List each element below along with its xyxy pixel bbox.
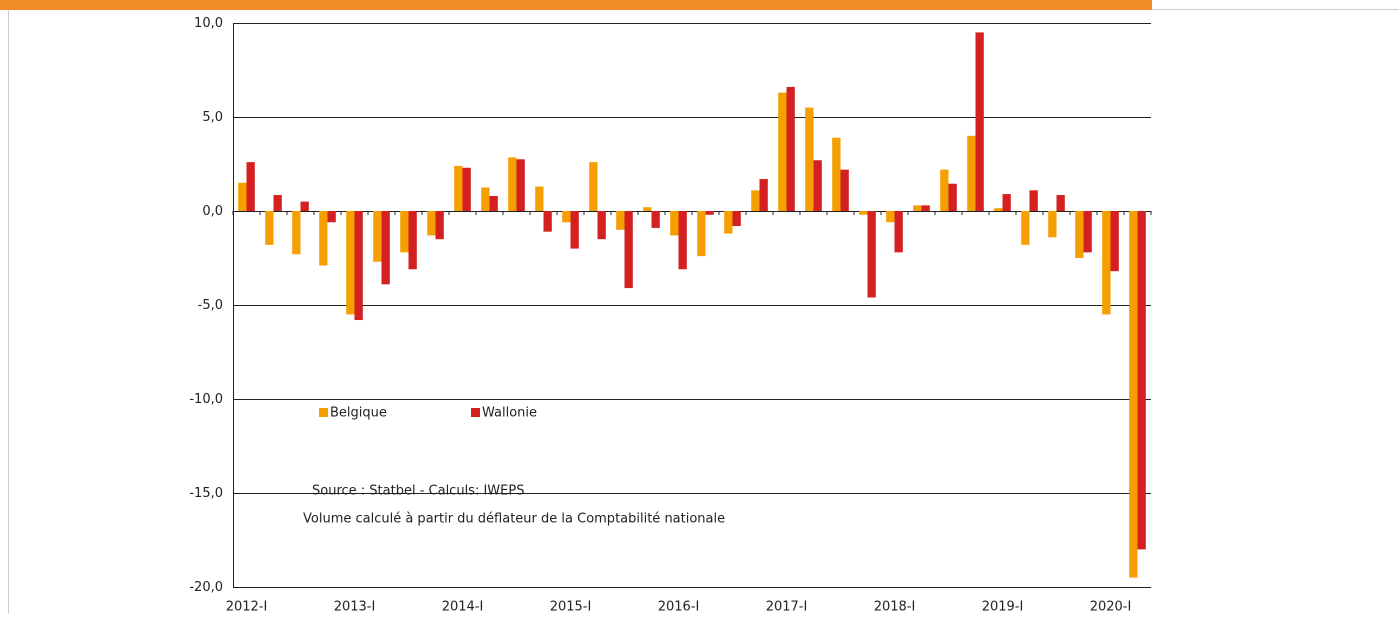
bar — [327, 211, 336, 223]
x-tick-label: 2015-I — [550, 600, 592, 615]
x-tick-label: 2014-I — [442, 600, 484, 615]
bar — [562, 211, 571, 223]
bar — [913, 205, 922, 211]
bar — [994, 208, 1003, 211]
bar — [724, 211, 733, 234]
bar — [1137, 211, 1146, 550]
bar — [1002, 194, 1011, 211]
bar — [427, 211, 436, 236]
bar — [373, 211, 382, 262]
bar — [894, 211, 903, 253]
bar — [651, 211, 660, 228]
legend-label: Belgique — [330, 406, 387, 421]
top-banner — [0, 0, 1152, 10]
y-tick-label: 0,0 — [202, 204, 223, 219]
bar — [805, 107, 814, 211]
bar — [967, 135, 976, 211]
bar — [759, 179, 768, 211]
bar — [832, 137, 841, 211]
bar — [319, 211, 328, 266]
bar — [435, 211, 444, 240]
legend-swatch — [319, 408, 328, 417]
bar — [840, 169, 849, 211]
bar — [705, 211, 714, 215]
bar — [1083, 211, 1092, 253]
bar — [1029, 190, 1038, 211]
bar — [624, 211, 633, 289]
bar — [246, 162, 255, 211]
bar — [1102, 211, 1111, 315]
bar — [516, 159, 525, 211]
bar — [481, 187, 490, 211]
bar — [670, 211, 679, 236]
y-tick-label: -5,0 — [198, 298, 223, 313]
bar — [265, 211, 274, 245]
bar — [273, 195, 282, 211]
bar — [786, 86, 795, 211]
bar — [1129, 211, 1138, 578]
x-tick-label: 2017-I — [766, 600, 808, 615]
annotation: Source : Statbel - Calculs: IWEPS — [312, 484, 524, 499]
bar — [886, 211, 895, 223]
bar — [508, 157, 517, 211]
y-tick-label: -15,0 — [189, 486, 223, 501]
y-tick-label: 5,0 — [202, 110, 223, 125]
bar — [381, 211, 390, 285]
bar — [462, 167, 471, 211]
x-tick-label: 2020-I — [1090, 600, 1132, 615]
bar — [238, 182, 247, 211]
bar — [570, 211, 579, 249]
bar — [948, 183, 957, 211]
bar — [732, 211, 741, 227]
bar — [616, 211, 625, 230]
bar — [867, 211, 876, 298]
bar — [1110, 211, 1119, 272]
bar — [751, 190, 760, 211]
bar — [400, 211, 409, 253]
bar — [292, 211, 301, 255]
bar — [940, 169, 949, 211]
x-tick-label: 2019-I — [982, 600, 1024, 615]
bar — [1075, 211, 1084, 258]
y-tick-label: -20,0 — [189, 580, 223, 595]
annotation: Volume calculé à partir du déflateur de … — [303, 512, 725, 527]
legend-label: Wallonie — [482, 406, 537, 421]
bar — [697, 211, 706, 257]
bar — [408, 211, 417, 270]
bar — [589, 162, 598, 211]
bar — [1056, 195, 1065, 211]
bar — [489, 195, 498, 211]
bar — [813, 160, 822, 211]
bar — [921, 205, 930, 211]
y-tick-label: -10,0 — [189, 392, 223, 407]
bar — [543, 211, 552, 232]
bar — [346, 211, 355, 315]
bar — [1048, 211, 1057, 238]
bar — [1021, 211, 1030, 245]
bar — [454, 165, 463, 211]
bar — [597, 211, 606, 240]
x-tick-label: 2013-I — [334, 600, 376, 615]
bar — [778, 92, 787, 211]
legend-swatch — [471, 408, 480, 417]
bar — [643, 207, 652, 211]
bar — [535, 186, 544, 211]
x-tick-label: 2012-I — [226, 600, 268, 615]
x-tick-label: 2016-I — [658, 600, 700, 615]
bar — [678, 211, 687, 270]
bar — [859, 211, 868, 215]
bar — [354, 211, 363, 321]
y-tick-label: 10,0 — [194, 16, 223, 31]
x-tick-label: 2018-I — [874, 600, 916, 615]
bar — [300, 201, 309, 211]
bar — [975, 32, 984, 212]
